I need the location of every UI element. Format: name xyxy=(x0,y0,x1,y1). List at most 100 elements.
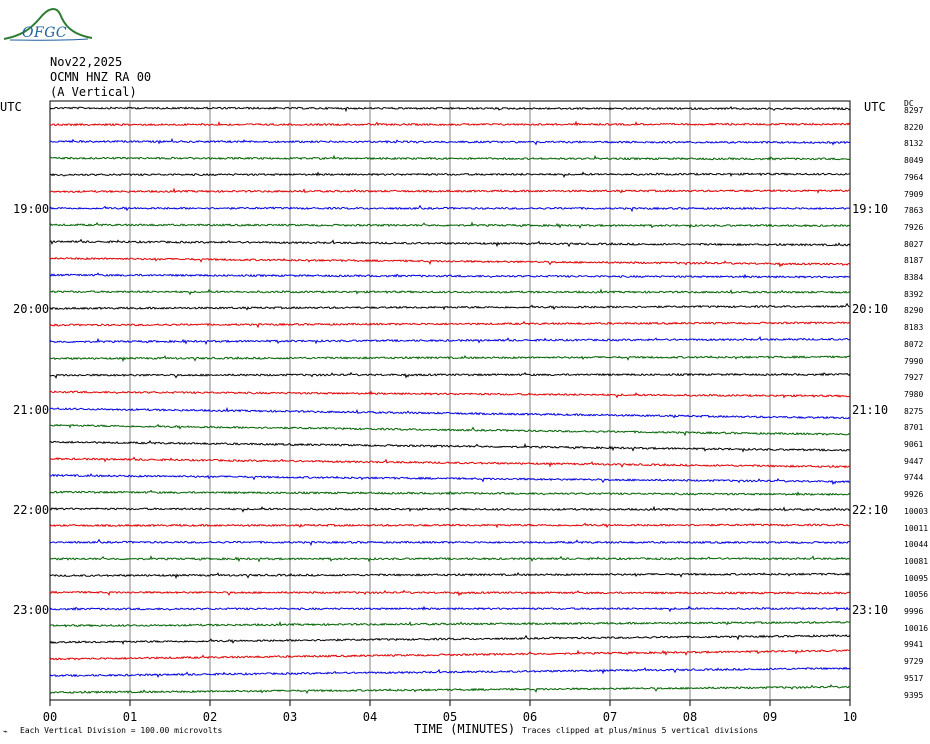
trace-line xyxy=(49,620,851,628)
right-hour-label: 21:10 xyxy=(852,402,889,417)
trace-line xyxy=(49,605,851,613)
dc-offset-label: 8275 xyxy=(904,406,924,416)
trace-line xyxy=(49,423,851,437)
trace-line xyxy=(49,221,851,230)
dc-offset-label: 9941 xyxy=(904,640,924,650)
dc-offset-label: 7964 xyxy=(904,172,924,182)
station-label: OCMN HNZ RA 00 xyxy=(50,70,152,84)
x-tick-label: 08 xyxy=(682,710,698,724)
trace-line xyxy=(49,302,851,311)
dc-offset-label: 8384 xyxy=(904,273,924,282)
left-axis-label: UTC xyxy=(0,100,22,114)
trace-line xyxy=(49,589,851,597)
logo-swoosh-icon xyxy=(3,8,93,41)
trace-line xyxy=(49,554,851,563)
right-hour-label: 20:10 xyxy=(852,302,889,317)
trace-line xyxy=(49,390,851,399)
ofgc-logo: OFGC xyxy=(0,0,100,50)
footer-clip-note: Traces clipped at plus/minus 5 vertical … xyxy=(522,726,759,735)
dc-offset-label: 10016 xyxy=(904,623,929,633)
dc-offset-label: 8220 xyxy=(904,122,924,132)
left-hour-label: 21:00 xyxy=(13,402,50,417)
dc-offset-label: 10003 xyxy=(904,506,929,516)
dc-offset-label: 7863 xyxy=(904,206,924,216)
dc-offset-label: 8049 xyxy=(904,156,924,166)
left-hour-label: 22:00 xyxy=(13,502,50,517)
dc-offset-label: 9996 xyxy=(904,607,924,616)
date-label: Nov22,2025 xyxy=(50,55,123,69)
dc-offset-label: 8701 xyxy=(904,423,924,433)
x-tick-label: 00 xyxy=(42,710,58,724)
trace-line xyxy=(49,522,851,529)
x-tick-label: 04 xyxy=(362,710,378,724)
dc-offset-label: 8027 xyxy=(904,239,924,249)
trace-line xyxy=(49,238,851,248)
dc-offset-label: 10081 xyxy=(904,556,929,566)
dc-offset-label: 8183 xyxy=(904,323,924,333)
trace-line xyxy=(49,456,851,469)
dc-offset-label: 9926 xyxy=(904,490,924,500)
x-tick-label: 01 xyxy=(122,710,138,724)
seismic-traces xyxy=(49,106,851,695)
dc-offset-label: 9447 xyxy=(904,456,924,466)
trace-line xyxy=(49,572,851,580)
trace-line xyxy=(49,137,851,146)
dc-offset-label: 8297 xyxy=(904,106,924,115)
x-tick-label: 05 xyxy=(442,710,458,724)
trace-line xyxy=(49,187,851,194)
trace-line xyxy=(49,666,851,679)
trace-line xyxy=(49,171,851,179)
logo-text: OFGC xyxy=(22,25,68,41)
dc-offset-label: 9517 xyxy=(904,673,924,683)
dc-offset-label: 7927 xyxy=(904,373,924,383)
trace-line xyxy=(49,371,851,380)
dc-offset-label: 10044 xyxy=(904,540,929,550)
dc-offset-label: 9729 xyxy=(904,657,924,667)
x-tick-label: 03 xyxy=(282,710,298,724)
dc-offset-label: 9744 xyxy=(904,473,924,483)
trace-line xyxy=(49,272,851,279)
dc-offset-label: 9395 xyxy=(904,690,924,700)
x-tick-label: 07 xyxy=(602,710,618,724)
right-axis-label: UTC xyxy=(864,100,886,114)
footer-scale-note: Each Vertical Division = 100.00 microvol… xyxy=(20,726,223,735)
dc-offset-label: 9061 xyxy=(904,440,924,449)
plot-grid xyxy=(49,100,851,706)
x-tick-label: 10 xyxy=(842,710,858,724)
left-hour-label: 23:00 xyxy=(13,603,50,617)
trace-line xyxy=(49,538,851,547)
trace-line xyxy=(49,288,851,296)
trace-line xyxy=(49,505,851,513)
right-hour-label: 19:10 xyxy=(852,202,889,217)
trace-line xyxy=(49,684,851,695)
trace-line xyxy=(49,154,851,161)
trace-line xyxy=(49,473,851,486)
trace-line xyxy=(49,106,851,113)
trace-line xyxy=(49,440,851,453)
dc-offset-label: 7926 xyxy=(904,222,924,232)
trace-line xyxy=(49,256,851,268)
x-tick-label: 09 xyxy=(762,710,778,724)
dc-offset-label: 7980 xyxy=(904,389,924,399)
trace-line xyxy=(49,336,851,345)
trace-line xyxy=(49,489,851,497)
x-tick-label: 06 xyxy=(522,710,538,724)
dc-offset-label: 10011 xyxy=(904,523,929,533)
dc-offset-label: 10095 xyxy=(904,573,929,583)
x-tick-label: 02 xyxy=(202,710,218,724)
dc-offset-label: 8392 xyxy=(904,289,924,299)
dc-offset-label: 8132 xyxy=(904,139,924,149)
dc-offset-label: 7990 xyxy=(904,356,924,366)
component-label: (A Vertical) xyxy=(50,85,137,99)
left-hour-label: 20:00 xyxy=(13,302,50,317)
trace-line xyxy=(49,634,851,645)
trace-line xyxy=(49,120,851,127)
right-hour-label: 23:10 xyxy=(852,603,889,617)
x-axis-label: TIME (MINUTES) xyxy=(414,722,516,736)
dc-offset-label: 8290 xyxy=(904,306,924,316)
dc-offset-label: 8187 xyxy=(904,256,924,266)
trace-line xyxy=(49,204,851,213)
trace-line xyxy=(49,355,851,363)
trace-line xyxy=(49,649,851,661)
